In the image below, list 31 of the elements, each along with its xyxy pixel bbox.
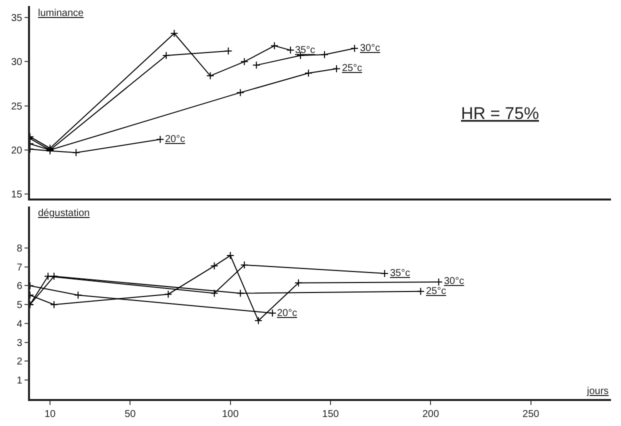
y-tick-label: 15 [11,190,23,201]
x-tick-label: 50 [124,408,136,420]
y-tick-label: 5 [16,300,23,312]
y-tick-label: 35 [11,12,23,24]
y-tick-label: 4 [16,318,23,330]
series-label: 25°c [426,286,446,297]
y-tick-label: 3 [16,338,23,349]
x-axis-title: jours [586,386,609,397]
chart-title: dégustation [38,208,90,219]
series-label: 20°c [165,134,186,145]
y-tick-label: 1 [16,376,23,387]
series-label: 35°c [390,268,410,279]
x-tick-label: 10 [44,408,56,420]
x-tick-label: 200 [422,408,440,420]
chart-title: luminance [38,8,84,19]
y-tick-label: 8 [16,243,23,254]
x-tick-label: 250 [522,408,540,420]
x-tick-label: 100 [222,408,240,420]
y-tick-label: 20 [11,145,23,156]
y-tick-label: 6 [16,281,23,292]
series-label: 35°c [295,45,316,56]
y-tick-label: 30 [11,57,23,68]
series-label: 30°c [444,276,464,287]
y-tick-label: 25 [11,101,23,112]
series-label: 20°c [277,308,298,319]
series-label: 25°c [342,63,362,74]
series-label: 30°c [360,43,380,54]
y-tick-label: 2 [16,356,23,368]
y-tick-label: 7 [16,262,23,274]
annotation: HR = 75% [461,104,539,123]
x-tick-label: 150 [322,408,340,420]
